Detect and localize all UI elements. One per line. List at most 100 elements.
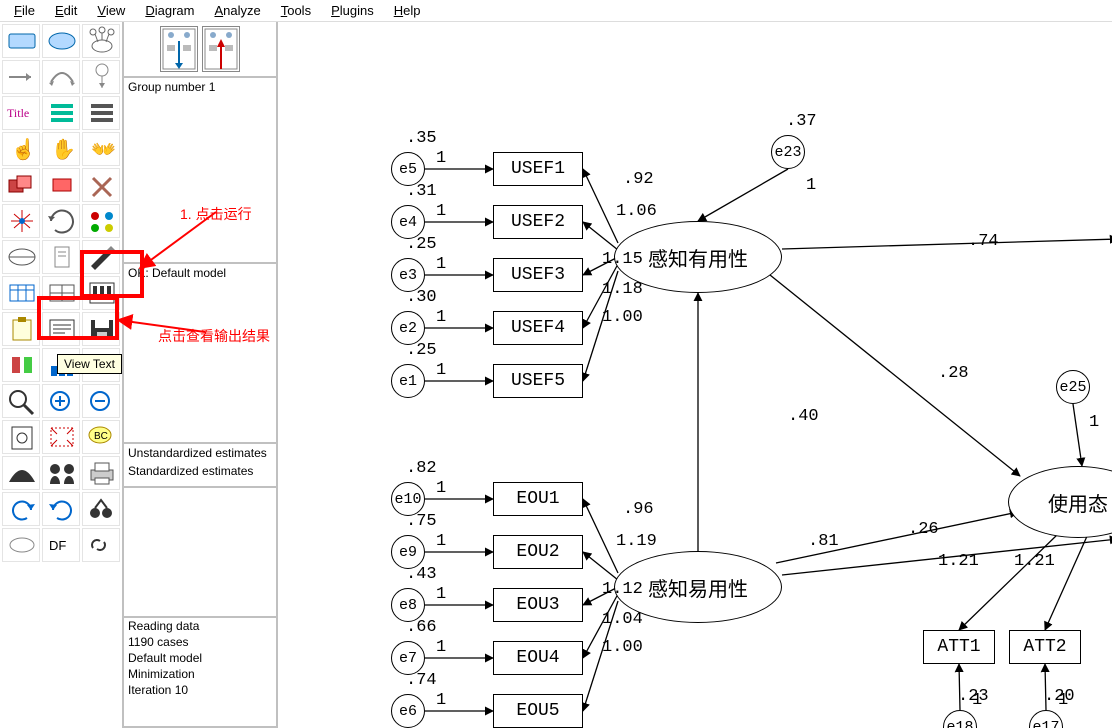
duplicate-tool[interactable]: [2, 168, 40, 202]
bayes-tool[interactable]: [2, 456, 40, 490]
est-unstandardized[interactable]: Unstandardized estimates: [124, 444, 276, 462]
rotate-tool[interactable]: [42, 204, 80, 238]
select-tool[interactable]: ☝: [2, 132, 40, 166]
observed-EOU4[interactable]: EOU4: [493, 641, 583, 675]
redo-tool[interactable]: [42, 492, 80, 526]
observed-EOU1[interactable]: EOU1: [493, 482, 583, 516]
status-line: Reading data: [124, 618, 276, 634]
observed-EOU3[interactable]: EOU3: [493, 588, 583, 622]
touch-up[interactable]: [82, 240, 120, 274]
error-e3[interactable]: e3: [391, 258, 425, 292]
calculate-tool[interactable]: [82, 276, 120, 310]
deselect-path[interactable]: [2, 528, 40, 562]
observed-USEF1[interactable]: USEF1: [493, 152, 583, 186]
multi-group[interactable]: [42, 456, 80, 490]
zoom-in[interactable]: [42, 384, 80, 418]
analysis-props[interactable]: [42, 276, 80, 310]
menu-diagram[interactable]: Diagram: [135, 1, 204, 20]
undo-tool[interactable]: [2, 492, 40, 526]
error-tool[interactable]: [82, 60, 120, 94]
cov-tool[interactable]: [42, 60, 80, 94]
error-e6[interactable]: e6: [391, 694, 425, 728]
title-tool[interactable]: Title: [2, 96, 40, 130]
zoom-out[interactable]: [82, 384, 120, 418]
err-variance: .37: [786, 112, 817, 131]
group-label[interactable]: Group number 1: [124, 78, 276, 96]
move-tool[interactable]: [42, 168, 80, 202]
deselect-tool[interactable]: 👐: [82, 132, 120, 166]
shape-change[interactable]: [2, 204, 40, 238]
scroll-tool[interactable]: [42, 240, 80, 274]
resize-fit[interactable]: [42, 420, 80, 454]
panel-models: OK: Default model: [124, 264, 276, 444]
observed-EOU2[interactable]: EOU2: [493, 535, 583, 569]
err-variance: .31: [406, 182, 437, 201]
spec-search[interactable]: [82, 492, 120, 526]
latent-F3[interactable]: 使用态: [1008, 466, 1112, 538]
move-param[interactable]: [2, 240, 40, 274]
err-loading-1: 1: [436, 638, 446, 657]
observed-USEF4[interactable]: USEF4: [493, 311, 583, 345]
menu-edit[interactable]: Edit: [45, 1, 87, 20]
clipboard-tool[interactable]: [2, 312, 40, 346]
path-coef: 1.19: [616, 532, 657, 551]
error-e18[interactable]: e18: [943, 710, 977, 728]
err-loading-1: 1: [436, 691, 446, 710]
view-text-tool[interactable]: [42, 312, 80, 346]
menu-help[interactable]: Help: [384, 1, 431, 20]
diagram-canvas[interactable]: 感知有用性感知易用性使用态USEF1USEF2USEF3USEF4USEF5EO…: [278, 22, 1112, 728]
ellipse-tool[interactable]: [42, 24, 80, 58]
error-e10[interactable]: e10: [391, 482, 425, 516]
rect-tool[interactable]: [2, 24, 40, 58]
error-e8[interactable]: e8: [391, 588, 425, 622]
menu-tools[interactable]: Tools: [271, 1, 321, 20]
error-e25[interactable]: e25: [1056, 370, 1090, 404]
path-coef: .28: [938, 364, 969, 383]
save-tool[interactable]: [82, 312, 120, 346]
latent-ind-tool[interactable]: [82, 24, 120, 58]
erase-tool[interactable]: [82, 168, 120, 202]
link-tool[interactable]: [82, 528, 120, 562]
path-coef: 1.18: [602, 280, 643, 299]
list-vars-tool[interactable]: [42, 96, 80, 130]
loupe-tool[interactable]: BC: [82, 420, 120, 454]
menu-file[interactable]: File: [4, 1, 45, 20]
output-diagram-thumb[interactable]: [202, 26, 240, 72]
list-data-tool[interactable]: [82, 96, 120, 130]
zoom-page[interactable]: [2, 420, 40, 454]
err-loading-1: 1: [1058, 691, 1068, 710]
select-all-tool[interactable]: ✋: [42, 132, 80, 166]
error-e4[interactable]: e4: [391, 205, 425, 239]
tooltip-viewtext: View Text: [57, 354, 122, 374]
menu-plugins[interactable]: Plugins: [321, 1, 384, 20]
observed-USEF5[interactable]: USEF5: [493, 364, 583, 398]
data-files-tool[interactable]: [2, 276, 40, 310]
error-e23[interactable]: e23: [771, 135, 805, 169]
zoom-sel[interactable]: [2, 384, 40, 418]
menu-view[interactable]: View: [87, 1, 135, 20]
object-props[interactable]: [2, 348, 40, 382]
observed-ATT1[interactable]: ATT1: [923, 630, 995, 664]
est-standardized[interactable]: Standardized estimates: [124, 462, 276, 480]
print-tool[interactable]: [82, 456, 120, 490]
degrees-tool[interactable]: DF: [42, 528, 80, 562]
model-select[interactable]: OK: Default model: [124, 264, 276, 282]
observed-USEF2[interactable]: USEF2: [493, 205, 583, 239]
reflect-tool[interactable]: [82, 204, 120, 238]
error-e17[interactable]: e17: [1029, 710, 1063, 728]
error-e2[interactable]: e2: [391, 311, 425, 345]
path-coef: 1.21: [938, 552, 979, 571]
observed-ATT2[interactable]: ATT2: [1009, 630, 1081, 664]
error-e1[interactable]: e1: [391, 364, 425, 398]
error-e5[interactable]: e5: [391, 152, 425, 186]
menu-analyze[interactable]: Analyze: [204, 1, 270, 20]
path-coef: 1.00: [602, 308, 643, 327]
path-coef: 1.15: [602, 250, 643, 269]
input-diagram-thumb[interactable]: [160, 26, 198, 72]
error-e9[interactable]: e9: [391, 535, 425, 569]
observed-EOU5[interactable]: EOU5: [493, 694, 583, 728]
err-loading-1: 1: [1089, 413, 1099, 432]
observed-USEF3[interactable]: USEF3: [493, 258, 583, 292]
error-e7[interactable]: e7: [391, 641, 425, 675]
path-tool[interactable]: [2, 60, 40, 94]
